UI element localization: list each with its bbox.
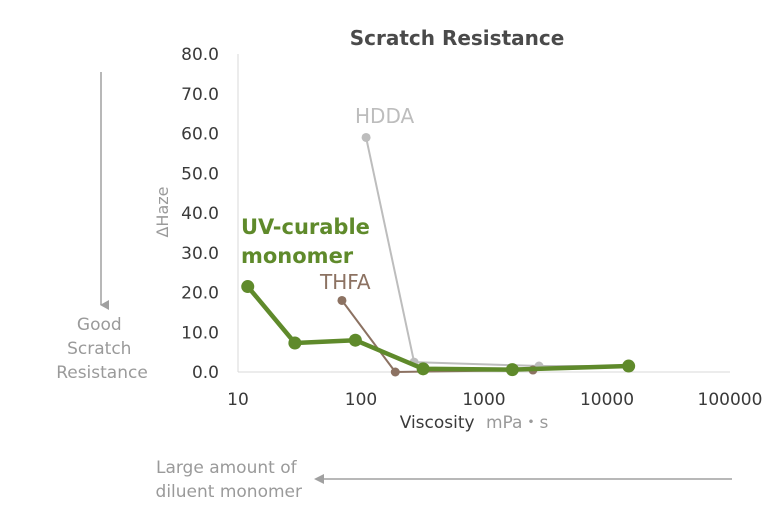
y-tick-label: 80.0 — [181, 45, 219, 65]
y-tick-label: 30.0 — [181, 244, 219, 264]
x-tick-label: 10000 — [580, 390, 634, 410]
series-point — [361, 132, 371, 142]
series-point — [416, 362, 430, 376]
x-tick-label: 100000 — [698, 390, 763, 410]
x-tick-label: 1000 — [462, 390, 505, 410]
y-tick-label: 0.0 — [192, 363, 219, 383]
series-label-line: monomer — [241, 244, 354, 268]
y-tick-label: 50.0 — [181, 164, 219, 184]
chart-title: Scratch Resistance — [350, 26, 565, 50]
good-scratch-annotation: Good Scratch Resistance — [56, 315, 148, 383]
series-label-hdda: HDDA — [355, 104, 414, 128]
diluent-line-1: Large amount of — [156, 458, 298, 478]
diluent-line-2: diluent monomer — [156, 482, 302, 502]
series-label-line: UV-curable — [241, 215, 370, 239]
series-layer: HDDA THFA UV-curable monomer — [241, 104, 636, 377]
good-scratch-line-1: Good — [77, 315, 122, 335]
series-point — [348, 333, 362, 347]
good-scratch-line-2: Scratch — [67, 339, 131, 359]
y-tick-label: 40.0 — [181, 204, 219, 224]
series-label-thfa: THFA — [319, 270, 371, 294]
x-tick-labels: 10 100 1000 10000 100000 — [227, 390, 762, 410]
series-point — [390, 367, 400, 377]
diluent-arrow-head — [314, 474, 324, 484]
series-point — [622, 359, 636, 373]
x-axis-label-unit: mPa・s — [486, 413, 548, 433]
series-line-1 — [340, 299, 630, 373]
y-tick-label: 10.0 — [181, 323, 219, 343]
y-tick-label: 20.0 — [181, 284, 219, 304]
series-point — [288, 336, 302, 350]
x-tick-label: 10 — [227, 390, 249, 410]
series-point — [337, 295, 347, 305]
good-scratch-line-3: Resistance — [56, 363, 148, 383]
series-line-2 — [245, 284, 631, 372]
series-label-uv-curable-monomer: UV-curable monomer — [241, 215, 370, 268]
y-tick-label: 60.0 — [181, 125, 219, 145]
x-tick-label: 100 — [345, 390, 377, 410]
diluent-annotation: Large amount of diluent monomer — [156, 458, 302, 502]
series-point — [505, 363, 519, 377]
y-tick-labels: 0.0 10.0 20.0 30.0 40.0 50.0 60.0 70.0 80.0 — [181, 45, 219, 383]
y-tick-label: 70.0 — [181, 85, 219, 105]
series-point — [241, 280, 255, 294]
series-line-0 — [365, 136, 630, 367]
x-axis-label: Viscosity mPa・s — [400, 413, 549, 433]
x-axis-label-main: Viscosity — [400, 413, 475, 433]
y-axis-label: ΔHaze — [153, 186, 172, 237]
